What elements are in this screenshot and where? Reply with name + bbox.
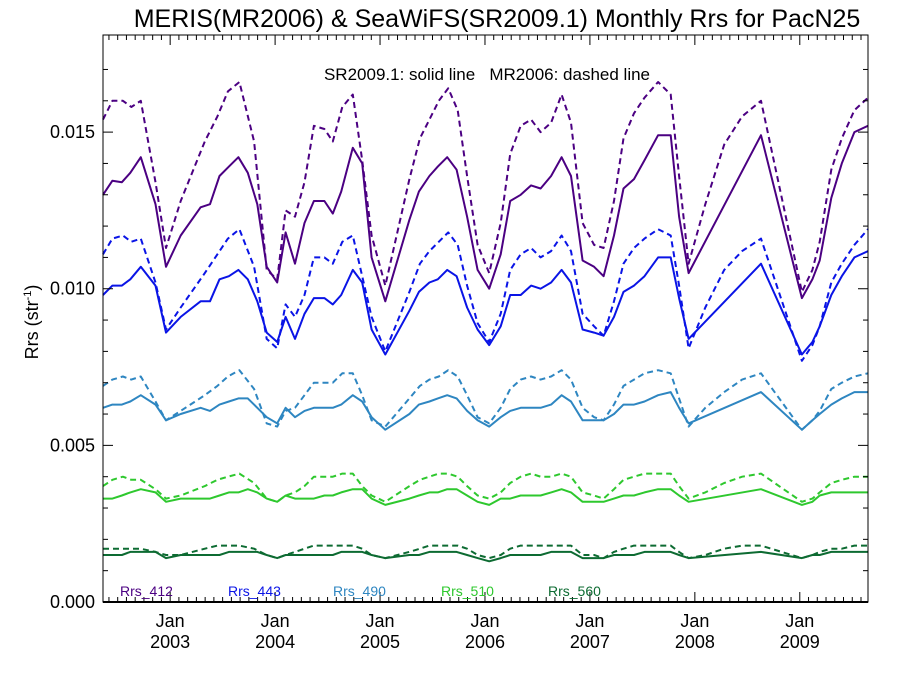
y-tick-label: 0.000 [50,592,95,612]
series-line-dashed-Rrs_510 [102,472,868,503]
x-tick-label-year: 2005 [360,632,400,652]
y-tick-label: 0.010 [50,279,95,299]
series-line-dashed-Rrs_443 [102,228,869,362]
series-line-solid-Rrs_412 [102,124,869,303]
x-tick-label-month: Jan [575,611,604,631]
x-tick-label-year: 2004 [255,632,295,652]
series-Rrs_412 [102,81,869,303]
series-Rrs_443 [102,228,869,362]
x-tick-label-month: Jan [470,611,499,631]
x-tick-label-year: 2003 [150,632,190,652]
legend-item: Rrs_510 [441,583,494,599]
y-tick-label: 0.015 [50,122,95,142]
x-tick-label-year: 2009 [780,632,820,652]
x-tick-label-month: Jan [156,611,185,631]
legend-item: Rrs_560 [548,583,601,599]
x-tick-label-year: 2006 [465,632,505,652]
x-tick-label-month: Jan [680,611,709,631]
x-tick-label-month: Jan [261,611,290,631]
x-tick-label-year: 2007 [570,632,610,652]
line-style-annotation: SR2009.1: solid line MR2006: dashed line [324,65,650,84]
series-line-dashed-Rrs_560 [103,544,868,560]
y-axis-label-exponent: -1 [22,291,34,301]
series-Rrs_510 [102,472,868,506]
series-layer [102,81,869,563]
series-line-solid-Rrs_560 [103,550,868,563]
legend-item: Rrs_490 [333,583,386,599]
series-line-solid-Rrs_490 [102,391,868,431]
plot-frame [102,34,869,603]
x-tick-label-month: Jan [366,611,395,631]
y-axis-label: Rrs (str-1) [22,285,42,360]
axes: 0.0000.0050.0100.015Jan2003Jan2004Jan200… [50,34,869,652]
y-tick-label: 0.005 [50,435,95,455]
chart-title: MERIS(MR2006) & SeaWiFS(SR2009.1) Monthl… [134,5,861,33]
y-axis-label-close: ) [22,285,42,291]
series-Rrs_490 [102,369,869,431]
legend-item: Rrs_443 [228,583,281,599]
x-tick-label-month: Jan [785,611,814,631]
x-tick-label-year: 2008 [675,632,715,652]
series-Rrs_560 [103,544,868,563]
series-line-solid-Rrs_510 [103,488,868,506]
series-line-dashed-Rrs_490 [102,369,869,431]
series-line-solid-Rrs_443 [102,250,869,356]
legend-item: Rrs_412 [120,583,173,599]
legend: Rrs_412 Rrs_443 Rrs_490 Rrs_510 Rrs_560 [120,583,601,599]
y-axis-label-text: Rrs (str [22,300,42,359]
series-line-dashed-Rrs_412 [102,81,869,293]
